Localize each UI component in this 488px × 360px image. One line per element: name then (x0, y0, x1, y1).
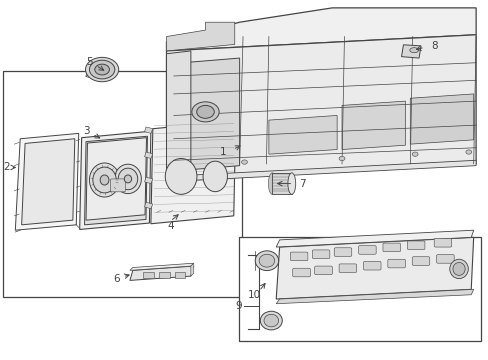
Polygon shape (166, 160, 475, 182)
Polygon shape (190, 263, 193, 276)
Circle shape (196, 105, 214, 118)
Ellipse shape (165, 158, 197, 194)
Polygon shape (15, 134, 79, 230)
Text: 4: 4 (167, 221, 173, 230)
Polygon shape (144, 152, 153, 158)
Text: 2: 2 (4, 162, 10, 172)
Circle shape (338, 156, 344, 161)
Polygon shape (151, 121, 235, 224)
Ellipse shape (452, 262, 464, 275)
FancyBboxPatch shape (314, 266, 331, 275)
Polygon shape (276, 230, 473, 247)
Ellipse shape (89, 163, 120, 197)
Text: 3: 3 (82, 126, 89, 136)
FancyBboxPatch shape (363, 261, 380, 270)
Ellipse shape (89, 60, 115, 79)
Ellipse shape (124, 175, 131, 183)
Bar (238, 237, 480, 341)
Text: 8: 8 (430, 41, 436, 51)
Polygon shape (144, 202, 153, 209)
Polygon shape (173, 58, 239, 171)
FancyBboxPatch shape (433, 238, 451, 247)
Ellipse shape (255, 251, 278, 271)
FancyBboxPatch shape (387, 259, 405, 268)
Text: 5: 5 (86, 57, 93, 67)
Polygon shape (272, 173, 291, 194)
Bar (3, 71, 242, 297)
Bar (174, 272, 185, 278)
Polygon shape (144, 127, 153, 134)
FancyBboxPatch shape (333, 248, 351, 256)
Polygon shape (409, 94, 473, 144)
Circle shape (191, 102, 219, 122)
Polygon shape (341, 101, 405, 149)
Ellipse shape (259, 254, 274, 267)
FancyBboxPatch shape (358, 246, 375, 254)
Polygon shape (130, 266, 193, 280)
Polygon shape (166, 35, 475, 180)
Polygon shape (86, 138, 146, 220)
Ellipse shape (449, 259, 468, 279)
Text: 7: 7 (299, 179, 305, 189)
Polygon shape (144, 177, 153, 184)
Text: 10: 10 (247, 291, 260, 301)
Ellipse shape (203, 161, 227, 192)
Ellipse shape (114, 164, 141, 194)
Ellipse shape (264, 314, 278, 327)
FancyBboxPatch shape (290, 252, 307, 261)
Circle shape (411, 152, 417, 156)
FancyBboxPatch shape (292, 268, 310, 277)
Text: 6: 6 (113, 274, 120, 284)
Ellipse shape (85, 57, 119, 82)
Polygon shape (268, 116, 336, 154)
Polygon shape (84, 136, 147, 225)
Polygon shape (166, 22, 234, 51)
FancyBboxPatch shape (338, 264, 356, 273)
Polygon shape (166, 51, 190, 180)
Polygon shape (21, 139, 75, 225)
FancyBboxPatch shape (436, 255, 453, 263)
Polygon shape (130, 263, 193, 270)
Polygon shape (80, 131, 151, 229)
FancyBboxPatch shape (312, 250, 329, 258)
Ellipse shape (118, 168, 138, 190)
Polygon shape (276, 237, 473, 299)
Ellipse shape (260, 311, 282, 330)
Ellipse shape (287, 173, 295, 194)
Text: 9: 9 (235, 301, 242, 311)
FancyBboxPatch shape (411, 257, 429, 265)
Ellipse shape (95, 64, 109, 75)
FancyBboxPatch shape (110, 179, 125, 192)
Circle shape (241, 160, 247, 164)
Ellipse shape (100, 175, 109, 185)
FancyBboxPatch shape (407, 241, 424, 249)
Bar (143, 272, 154, 278)
Polygon shape (166, 8, 475, 51)
Circle shape (465, 150, 471, 154)
Ellipse shape (268, 173, 276, 194)
Ellipse shape (93, 167, 116, 193)
Bar (159, 272, 169, 278)
FancyBboxPatch shape (382, 243, 400, 252)
Text: 1: 1 (219, 147, 225, 157)
Polygon shape (276, 289, 473, 304)
Ellipse shape (409, 48, 418, 53)
Polygon shape (401, 45, 420, 58)
